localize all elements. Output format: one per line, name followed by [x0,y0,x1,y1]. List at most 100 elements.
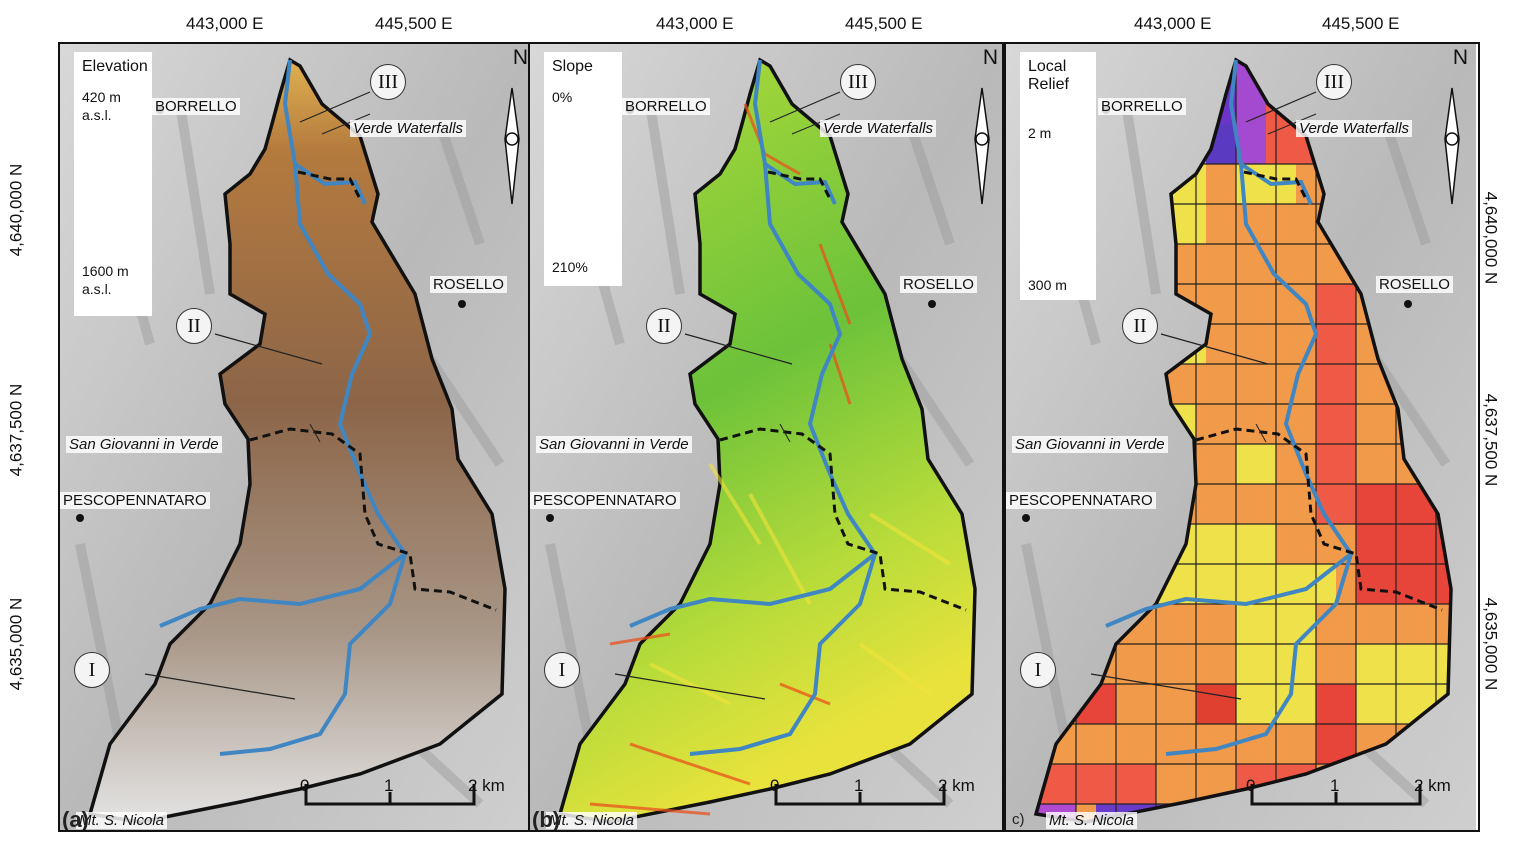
arrow-zone-iii [299,91,371,123]
place-pescopennataro: PESCOPENNATARO [1006,492,1156,509]
zone-label-iii: III [840,64,876,100]
place-san-giovanni: San Giovanni in Verde [66,436,222,453]
arrow-zone-i [614,673,766,700]
zone-label-ii: II [1122,308,1158,344]
legend-min: 2 m [1028,125,1052,141]
place-rosello: ROSELLO [900,276,977,293]
arrow-zone-ii [684,333,793,365]
zone-label-iii: III [1316,64,1352,100]
north-label: N [982,46,998,69]
scale-label: 2 km [468,776,505,795]
zone-label-ii: II [176,308,212,344]
river [1165,163,1354,756]
town-dot [1404,300,1412,308]
scale-label: 0 [300,776,310,795]
scale-label: 2 km [938,776,975,795]
legend-max: 300 m [1028,277,1067,293]
arrow-zone-ii [1160,333,1269,365]
river [1105,552,1353,628]
scale-label: 0 [1246,776,1256,795]
place-borrello: BORRELLO [622,98,710,115]
scale-label: 1 [1330,776,1340,795]
legend-max: 1600 m a.s.l. [82,263,129,297]
easting-label: 443,000 E [186,14,264,33]
place-mt-nicola: Mt. S. Nicola [546,812,638,829]
place-verde-waterfalls: Verde Waterfalls [1296,120,1413,137]
town-dot [458,300,466,308]
scale-label: 2 km [1414,776,1451,795]
place-verde-waterfalls: Verde Waterfalls [350,120,467,137]
place-san-giovanni: San Giovanni in Verde [1012,436,1168,453]
panel-slope: Slope 0% 210% BORRELLO ROSELLO PESCOPENN… [528,42,1004,832]
north-label: N [1452,46,1468,69]
place-borrello: BORRELLO [1098,98,1186,115]
zone-label-iii: III [370,64,406,100]
river [219,163,408,756]
zone-label-i: I [1020,652,1056,688]
river [752,59,837,205]
scale-label: 1 [854,776,864,795]
panel-elevation: Elevation 420 m a.s.l. 1600 m a.s.l. BOR… [58,42,534,832]
easting-label: 443,000 E [656,14,734,33]
legend-min: 0% [552,89,573,105]
zone-label-i: I [544,652,580,688]
boundary-line [1243,170,1308,200]
panel-tag: (b) [532,807,561,832]
town-dot [76,514,84,522]
town-dot [1022,514,1030,522]
place-pescopennataro: PESCOPENNATARO [530,492,680,509]
northing-label: 4,635,000 N [6,597,26,691]
place-rosello: ROSELLO [1376,276,1453,293]
zone-label-i: I [74,652,110,688]
arrow-zone-ii [214,333,323,365]
town-dot [546,514,554,522]
watershed [557,57,977,824]
panel-tag: (a) [62,807,89,832]
panel-tag: c) [1012,811,1025,828]
map-elevation [60,44,532,830]
arrow-zone-iii [1245,91,1317,123]
place-mt-nicola: Mt. S. Nicola [76,812,168,829]
north-arrow-icon [1444,87,1460,205]
place-pescopennataro: PESCOPENNATARO [60,492,210,509]
boundary-line [767,170,832,200]
place-san-giovanni: San Giovanni in Verde [536,436,692,453]
legend: Elevation 420 m a.s.l. 1600 m a.s.l. [74,52,152,316]
northing-label: 4,640,000 N [1481,191,1501,285]
arrow-zone-i [144,673,296,700]
river [1228,59,1313,205]
place-rosello: ROSELLO [430,276,507,293]
scale-label: 0 [770,776,780,795]
river [282,59,367,205]
label-leader [321,113,371,135]
legend: Slope 0% 210% [544,52,622,286]
easting-label: 445,500 E [845,14,923,33]
place-mt-nicola: Mt. S. Nicola [1046,812,1138,829]
watershed [1033,57,1453,824]
legend-max: 210% [552,259,588,275]
north-label: N [512,46,528,69]
legend-title: Elevation [82,58,148,75]
northing-label: 4,635,000 N [1481,597,1501,691]
legend-title: Slope [552,58,593,75]
easting-label: 445,500 E [1322,14,1400,33]
northing-label: 4,637,500 N [6,383,26,477]
label-leader [309,423,321,443]
legend-min: 420 m a.s.l. [82,89,121,123]
river [159,552,407,628]
watershed [87,57,507,824]
easting-label: 443,000 E [1134,14,1212,33]
zone-label-ii: II [646,308,682,344]
place-verde-waterfalls: Verde Waterfalls [820,120,937,137]
easting-label: 445,500 E [375,14,453,33]
river [629,552,877,628]
arrow-zone-i [1090,673,1242,700]
north-arrow-icon [974,87,990,205]
arrow-zone-iii [769,91,841,123]
river [689,163,878,756]
boundary-line [297,170,362,200]
scale-label: 1 [384,776,394,795]
place-borrello: BORRELLO [152,98,240,115]
town-dot [928,300,936,308]
north-arrow-icon [504,87,520,205]
